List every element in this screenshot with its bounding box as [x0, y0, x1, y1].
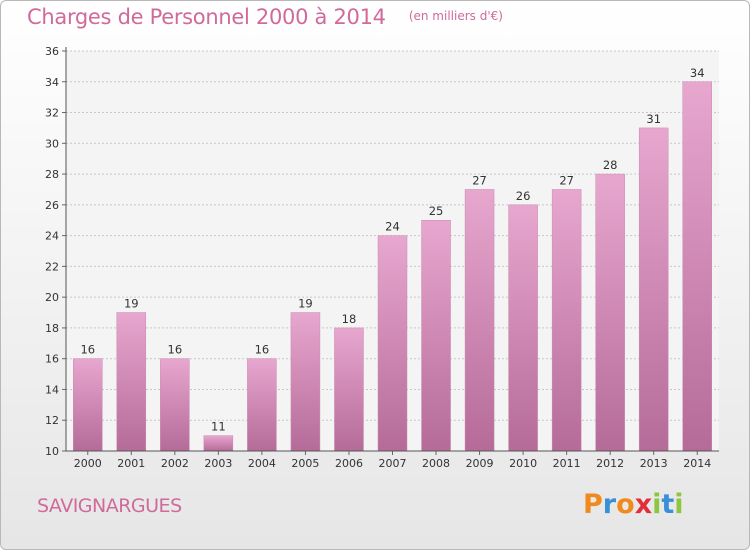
x-tick-label: 2012	[596, 457, 624, 470]
bar-value-label: 19	[298, 297, 313, 311]
bar-value-label: 34	[690, 66, 705, 80]
x-tick-label: 2001	[117, 457, 145, 470]
logo-letter: P	[583, 489, 603, 520]
logo-letter: i	[674, 489, 684, 520]
chart-subtitle: (en milliers d'€)	[408, 9, 503, 23]
x-tick-label: 2007	[379, 457, 407, 470]
commune-name: SAVIGNARGUES	[37, 495, 182, 517]
bar	[377, 235, 408, 452]
y-tick-label: 22	[45, 260, 59, 273]
y-tick-label: 32	[45, 107, 59, 120]
logo-letter: r	[602, 489, 617, 520]
logo-letter: t	[661, 489, 675, 520]
bar-value-label: 26	[516, 189, 531, 203]
x-tick-label: 2004	[248, 457, 276, 470]
bar-value-label: 19	[124, 297, 139, 311]
bar-value-label: 16	[168, 343, 183, 357]
bar	[160, 358, 190, 452]
x-tick-label: 2010	[509, 457, 537, 470]
x-tick-label: 2008	[422, 457, 450, 470]
y-tick-label: 26	[45, 199, 59, 212]
bar	[334, 327, 364, 452]
y-tick-label: 16	[45, 353, 59, 366]
bar	[73, 358, 103, 452]
bar	[508, 204, 538, 452]
bar	[247, 358, 277, 452]
proxiti-logo: Proxiti	[583, 489, 684, 520]
bar-value-label: 11	[211, 420, 226, 434]
bar	[595, 173, 625, 452]
bar-value-label: 28	[603, 158, 618, 172]
bar	[551, 189, 582, 452]
y-tick-label: 14	[45, 383, 59, 396]
x-tick-label: 2003	[204, 457, 232, 470]
bar-value-label: 31	[646, 112, 661, 126]
title-row: Charges de Personnel 2000 à 2014 (en mil…	[27, 5, 503, 29]
x-tick-label: 2013	[640, 457, 668, 470]
bar	[116, 312, 147, 452]
bar	[682, 81, 712, 452]
logo-letter: o	[616, 489, 635, 520]
x-tick-label: 2006	[335, 457, 363, 470]
bar-value-label: 18	[342, 312, 357, 326]
y-tick-label: 12	[45, 414, 59, 427]
x-tick-label: 2009	[466, 457, 494, 470]
y-tick-label: 30	[45, 137, 59, 150]
chart-title: Charges de Personnel 2000 à 2014	[27, 5, 386, 29]
bar	[203, 435, 234, 452]
y-tick-label: 24	[45, 230, 59, 243]
x-tick-label: 2002	[161, 457, 189, 470]
y-tick-label: 28	[45, 168, 59, 181]
x-tick-label: 2014	[683, 457, 711, 470]
bar	[290, 312, 321, 452]
bar-value-label: 24	[385, 220, 400, 234]
y-tick-label: 34	[45, 76, 59, 89]
x-tick-label: 2005	[291, 457, 319, 470]
y-tick-label: 10	[45, 445, 59, 458]
bar-value-label: 27	[559, 173, 574, 187]
bar-value-label: 25	[429, 204, 444, 218]
bar	[638, 127, 669, 452]
x-tick-label: 2011	[553, 457, 581, 470]
bar	[464, 189, 495, 452]
bar-value-label: 27	[472, 173, 487, 187]
x-tick-label: 2000	[74, 457, 102, 470]
logo-letter: i	[652, 489, 662, 520]
y-tick-label: 36	[45, 45, 59, 58]
y-tick-label: 20	[45, 291, 59, 304]
bar	[421, 219, 451, 452]
logo-letter: x	[634, 489, 653, 520]
y-tick-label: 18	[45, 322, 59, 335]
bar-value-label: 16	[80, 343, 95, 357]
bar-value-label: 16	[255, 343, 270, 357]
